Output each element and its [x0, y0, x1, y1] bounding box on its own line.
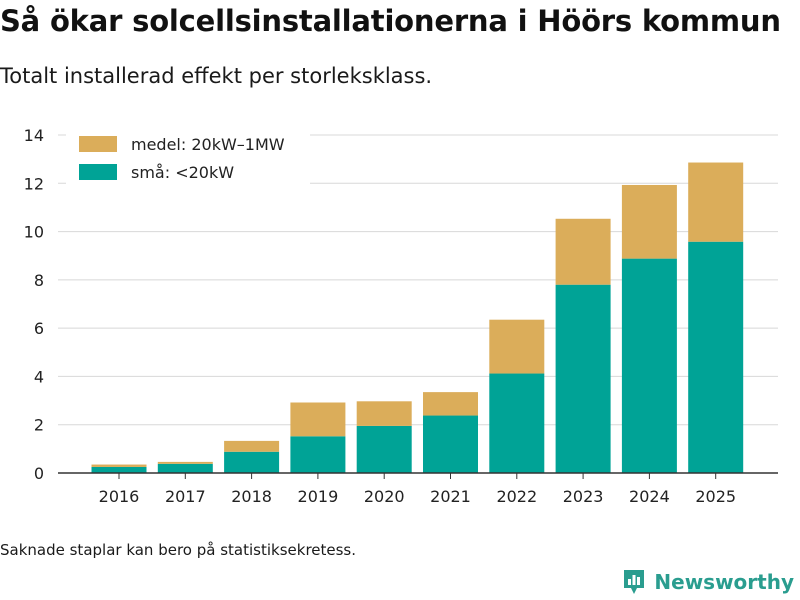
x-tick-label: 2018	[231, 487, 272, 506]
bar-small-2019	[290, 436, 346, 473]
legend-label-medium: medel: 20kW–1MW	[131, 135, 285, 154]
bar-medium-2025	[688, 162, 744, 242]
axis-layer: 0 2 4 6 8 10 12 14 2016 2017 2018 2019 2020 2021 2022 2…	[24, 126, 778, 506]
y-tick-label: 0	[34, 464, 44, 483]
bar-small-2016	[91, 466, 147, 473]
legend-swatch-medium	[79, 136, 117, 152]
legend-swatch-small	[79, 164, 117, 180]
x-tick-label: 2022	[496, 487, 537, 506]
chart-title: Så ökar solcellsinstallationerna i Höörs…	[0, 4, 781, 38]
y-tick-label: 2	[34, 416, 44, 435]
x-tick-label: 2023	[563, 487, 604, 506]
y-tick-label: 6	[34, 319, 44, 338]
y-tick-label: 12	[24, 174, 44, 193]
bar-medium-2020	[356, 401, 412, 426]
y-tick-label: 14	[24, 126, 44, 145]
bar-medium-2021	[423, 392, 478, 416]
legend-label-small: små: <20kW	[131, 163, 234, 182]
bar-medium-2016	[91, 464, 147, 467]
bars-layer	[91, 162, 744, 473]
bar-small-2025	[688, 241, 744, 473]
bar-small-2021	[423, 415, 478, 473]
bar-small-2020	[356, 425, 412, 473]
x-tick-label: 2025	[695, 487, 736, 506]
x-tick-label: 2024	[629, 487, 670, 506]
bar-medium-2017	[157, 461, 213, 464]
bar-small-2018	[224, 451, 280, 473]
x-tick-label: 2017	[165, 487, 206, 506]
x-tick-label: 2019	[298, 487, 339, 506]
legend: medel: 20kW–1MW små: <20kW	[66, 128, 310, 184]
footnote: Saknade staplar kan bero på statistiksek…	[0, 541, 357, 559]
x-tick-label: 2020	[364, 487, 405, 506]
chart-subtitle: Totalt installerad effekt per storlekskl…	[0, 64, 433, 88]
bar-medium-2024	[621, 184, 677, 259]
bar-small-2017	[157, 463, 213, 473]
bar-small-2024	[621, 258, 677, 473]
brand-logo: Newsworthy	[622, 568, 794, 596]
y-tick-label: 10	[24, 223, 44, 242]
bar-medium-2018	[224, 440, 280, 452]
x-tick-label: 2021	[430, 487, 471, 506]
y-tick-label: 8	[34, 271, 44, 290]
bar-medium-2022	[489, 319, 545, 374]
newsworthy-logo-icon	[624, 570, 645, 594]
bar-small-2022	[489, 373, 545, 473]
brand-name: Newsworthy	[654, 570, 794, 594]
x-tick-label: 2016	[99, 487, 140, 506]
bar-medium-2019	[290, 402, 346, 437]
bar-small-2023	[555, 284, 611, 473]
bar-medium-2023	[555, 218, 611, 285]
y-tick-label: 4	[34, 367, 44, 386]
